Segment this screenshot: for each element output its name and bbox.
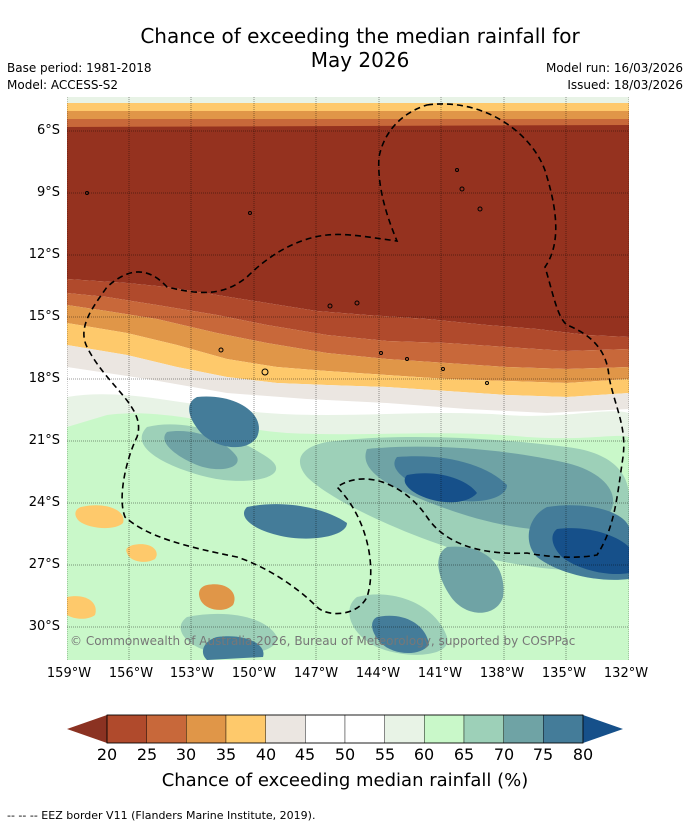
colorbar-cell-c60_65: [424, 714, 465, 744]
band-orange: [67, 305, 629, 383]
cb-tick-30: 30: [175, 745, 197, 764]
band-deep-rust: [67, 125, 629, 337]
dry-pocket-1: [75, 505, 124, 529]
dry-pocket-2: [126, 544, 157, 562]
lon-label-141w: 141°W: [417, 666, 463, 681]
colorbar-cell-c35_40: [225, 714, 266, 744]
cb-tick-40: 40: [255, 745, 277, 764]
band-orange-pale: [67, 323, 629, 397]
wet-patch-6: [189, 396, 259, 448]
band-rust-mid: [67, 279, 629, 351]
lat-label-30s: 30°S: [28, 619, 60, 634]
wet-patch-4: [243, 504, 347, 539]
wet-patch-5: [438, 546, 504, 613]
cb-tick-75: 75: [532, 745, 554, 764]
cb-tick-80: 80: [572, 745, 594, 764]
band-pale-green-top: [67, 97, 629, 105]
dry-pocket-3: [199, 584, 235, 610]
colorbar-cell-c55_60: [384, 714, 425, 744]
lon-label-159w: 159°W: [46, 666, 92, 681]
wet-patch-7b: [372, 615, 429, 654]
lat-label-24s: 24°S: [28, 495, 60, 510]
cb-tick-55: 55: [374, 745, 396, 764]
colorbar-cell-c75_80: [543, 714, 584, 744]
lon-label-156w: 156°W: [108, 666, 154, 681]
cb-tick-65: 65: [453, 745, 475, 764]
cb-tick-70: 70: [493, 745, 515, 764]
cb-tick-20: 20: [96, 745, 118, 764]
lon-label-144w: 144°W: [355, 666, 401, 681]
islands: [85, 168, 489, 385]
chart-title: Chance of exceeding the median rainfall …: [140, 24, 580, 72]
model-run: Model run: 16/03/2026: [545, 61, 683, 75]
band-grey: [67, 345, 629, 413]
model-name: Model: ACCESS-S2: [7, 78, 119, 92]
colorbar-cell-c25_30: [146, 714, 187, 744]
base-period: Base period: 1981-2018: [7, 61, 152, 75]
eez-border: [83, 103, 625, 615]
lon-label-135w: 135°W: [541, 666, 587, 681]
lat-label-6s: 6°S: [36, 123, 60, 138]
colorbar-cell-c30_35: [186, 714, 227, 744]
colorbar-over: [583, 715, 623, 743]
meta-left: Base period: 1981-2018 Model: ACCESS-S2: [7, 60, 152, 94]
rainfall-map: © Commonwealth of Australia 2026, Bureau…: [67, 97, 629, 660]
lat-label-9s: 9°S: [36, 185, 60, 200]
colorbar-cell-c40_45: [265, 714, 306, 744]
lat-label-15s: 15°S: [28, 309, 60, 324]
cb-tick-35: 35: [215, 745, 237, 764]
lon-label-147w: 147°W: [293, 666, 339, 681]
lat-label-21s: 21°S: [28, 433, 60, 448]
map-credit: © Commonwealth of Australia 2026, Bureau…: [70, 634, 576, 648]
colorbar-cell-c70_75: [503, 714, 544, 744]
dry-pocket-4: [67, 596, 96, 619]
colorbar-cell-c45_50: [305, 714, 346, 744]
colorbar: [67, 714, 623, 744]
colorbar-cell-c20_25: [106, 714, 147, 744]
colorbar-title: Chance of exceeding median rainfall (%): [161, 770, 529, 791]
eez-legend: -- -- -- EEZ border V11 (Flanders Marine…: [7, 809, 316, 822]
meta-right: Model run: 16/03/2026 Issued: 18/03/2026: [546, 60, 683, 94]
band-rust-light: [67, 293, 629, 369]
colorbar-under: [67, 715, 107, 743]
colorbar-frame: [106, 714, 584, 744]
wet-patch-8b: [202, 636, 264, 660]
issued-date: Issued: 18/03/2026: [567, 78, 683, 92]
wet-core-2: [552, 528, 629, 575]
cb-tick-25: 25: [136, 745, 158, 764]
cb-tick-50: 50: [334, 745, 356, 764]
cb-tick-60: 60: [413, 745, 435, 764]
lat-label-18s: 18°S: [28, 371, 60, 386]
wet-patch-1b: [164, 431, 238, 470]
lat-label-27s: 27°S: [28, 557, 60, 572]
colorbar-cells: [106, 714, 584, 744]
gridlines: [67, 97, 629, 660]
lon-label-150w: 150°W: [231, 666, 277, 681]
colorbar-cell-c65_70: [463, 714, 504, 744]
lat-label-12s: 12°S: [28, 247, 60, 262]
cb-tick-45: 45: [294, 745, 316, 764]
colorbar-cell-c50_55: [344, 714, 385, 744]
map-svg: [67, 97, 629, 660]
lon-label-132w: 132°W: [603, 666, 649, 681]
lon-label-138w: 138°W: [479, 666, 525, 681]
lon-label-153w: 153°W: [169, 666, 215, 681]
